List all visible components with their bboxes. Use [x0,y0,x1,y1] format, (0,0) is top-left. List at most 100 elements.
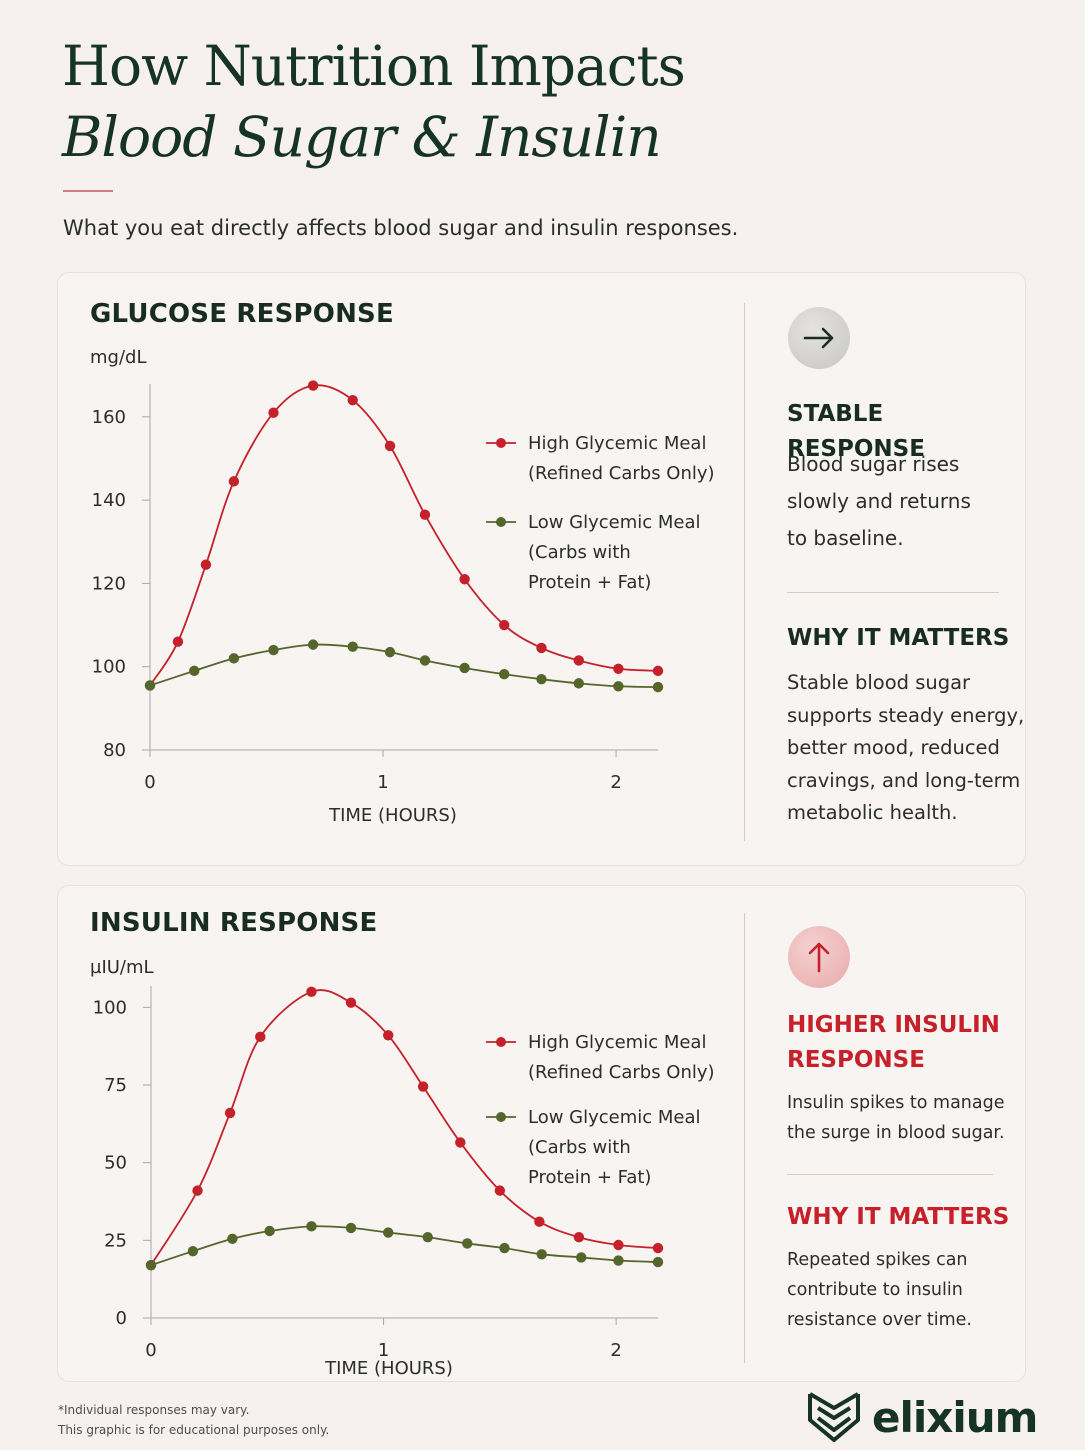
insulin-series-low-point [576,1252,587,1263]
insulin-series-low-point [536,1249,547,1260]
insulin-legend-label: (Refined Carbs Only) [528,1062,715,1083]
insulin-series-low-point [227,1233,238,1244]
insulin-side-heading-1-line: HIGHER INSULIN [787,1012,1000,1038]
glucose-unit-label: mg/dL [90,347,147,368]
glucose-legend-label: (Carbs with [528,542,631,563]
glucose-series-low-point [268,644,279,656]
glucose-y-tick-label: 100 [92,657,126,678]
insulin-series-high-point [534,1216,545,1227]
glucose-series-high-point [307,380,319,391]
glucose-series-high-point [200,559,212,570]
glucose-legend-label: High Glycemic Meal [528,433,706,454]
insulin-y-tick-label: 0 [116,1308,127,1329]
insulin-unit-label: µIU/mL [90,957,154,978]
insulin-legend-label: (Carbs with [528,1137,631,1158]
insulin-y-tick-label: 75 [104,1075,127,1096]
glucose-series-high-point [228,476,240,487]
insulin-series-low-point [345,1222,357,1234]
insulin-x-tick-label: 0 [145,1340,156,1361]
insulin-side-text-1: Insulin spikes to manage the surge in bl… [787,1088,1005,1148]
glucose-series-low-point [228,653,240,664]
insulin-legend-label: High Glycemic Meal [528,1032,706,1053]
insulin-series-low-point [145,1259,157,1271]
glucose-legend-marker [496,438,506,448]
insulin-chart: 0 25 50 75 100 0 1 2 TIME (HOURS) High Glycemic M… [93,986,715,1379]
glucose-side-rule [787,592,999,593]
glucose-side-heading-1: STABLE RESPONSE [787,401,925,462]
insulin-series-low-point [306,1221,317,1232]
glucose-series-low-point [573,678,584,689]
glucose-series-high-point [573,655,584,666]
insulin-series-high-point [573,1232,585,1243]
insulin-series-high-point [652,1242,664,1254]
insulin-series-low-point [652,1256,664,1268]
insulin-series-low-point [499,1242,510,1254]
glucose-series-high-point [652,665,664,677]
brand-name: elixium [872,1392,1038,1442]
glucose-series-high-point [172,636,184,647]
glucose-side-text-2-line: supports steady energy, [787,703,1025,727]
page-title-line2: Blood Sugar & Insulin [62,105,662,169]
glucose-series-low-point [536,674,547,685]
glucose-series-high-line [149,384,659,686]
insulin-series-high-point [613,1239,624,1251]
insulin-side-heading-1: HIGHER INSULIN RESPONSE [787,1008,1000,1078]
page-title-line1: How Nutrition Impacts [62,34,686,98]
glucose-side-text-2: Stable blood sugar supports steady energ… [787,667,1024,830]
glucose-series-low-point [459,662,470,674]
glucose-side-text-1-line: Blood sugar rises [787,452,960,476]
glucose-panel-divider [744,303,745,841]
insulin-x-tick-label: 2 [610,1340,621,1361]
glucose-series-high-point [384,440,396,452]
glucose-x-tick-label: 2 [610,772,621,793]
title-accent-rule [63,190,113,192]
insulin-series-high-point [224,1107,236,1119]
insulin-series-low-point [187,1246,199,1257]
glucose-legend-label: Protein + Fat) [528,572,651,593]
glucose-side-text-2-line: better mood, reduced [787,736,1000,759]
footnote-disclaimer: This graphic is for educational purposes… [58,1423,330,1437]
insulin-series-high-point [306,986,317,997]
footnote-variance: *Individual responses may vary. [58,1403,250,1417]
brand-logo: elixium [806,1390,1038,1444]
insulin-series-low-point [462,1238,473,1249]
glucose-series-low-point [144,680,156,691]
insulin-panel: INSULIN RESPONSE µIU/mL 0 25 50 75 100 0 1 2 TIM… [57,885,1026,1382]
glucose-side-text-1-line: slowly and returns [787,489,971,513]
insulin-y-tick-label: 100 [93,997,127,1018]
glucose-series-low-point [652,681,664,693]
insulin-y-tick-label: 50 [104,1153,127,1174]
insulin-series-low-point [422,1232,433,1243]
glucose-series-low-point [499,669,510,680]
insulin-series-low-point [383,1227,394,1238]
insulin-panel-divider [744,913,745,1363]
insulin-legend-marker [496,1037,506,1047]
insulin-series-high-point [345,997,357,1008]
glucose-series-low-point [347,641,358,652]
insulin-series-high-point [417,1081,429,1092]
glucose-x-tick-label: 1 [377,772,388,793]
glucose-side-text-2-line: cravings, and long-term [787,768,1021,792]
insulin-side-heading-2: WHY IT MATTERS [787,1204,1010,1230]
glucose-series-high-point [459,574,470,585]
insulin-series-high-point [255,1031,266,1043]
glucose-series-low-point [307,639,319,650]
glucose-legend-marker [496,517,506,527]
arrow-up-icon [788,926,850,988]
insulin-legend-marker [496,1112,506,1122]
glucose-side-text-2-line: Stable blood sugar [787,671,971,694]
glucose-chart: 80 100 120 140 160 0 1 2 TIME (HOURS) High Glycem… [92,380,715,826]
insulin-series-high-point [383,1030,394,1041]
insulin-side-text-2-line: resistance over time. [787,1310,972,1330]
glucose-y-tick-label: 140 [92,490,126,511]
glucose-side-heading-2: WHY IT MATTERS [787,625,1010,651]
glucose-y-tick-label: 80 [103,740,126,761]
insulin-side-text-1-line: Insulin spikes to manage [787,1093,1005,1113]
glucose-series-high-point [613,663,624,674]
insulin-x-axis-label: TIME (HOURS) [324,1358,453,1379]
glucose-side-text-1: Blood sugar rises slowly and returns to … [787,446,971,557]
insulin-legend-label: Protein + Fat) [528,1167,651,1188]
glucose-side-text-1-line: to baseline. [787,526,904,550]
insulin-side-text-2-line: contribute to insulin [787,1280,963,1300]
glucose-x-tick-label: 0 [144,772,155,793]
